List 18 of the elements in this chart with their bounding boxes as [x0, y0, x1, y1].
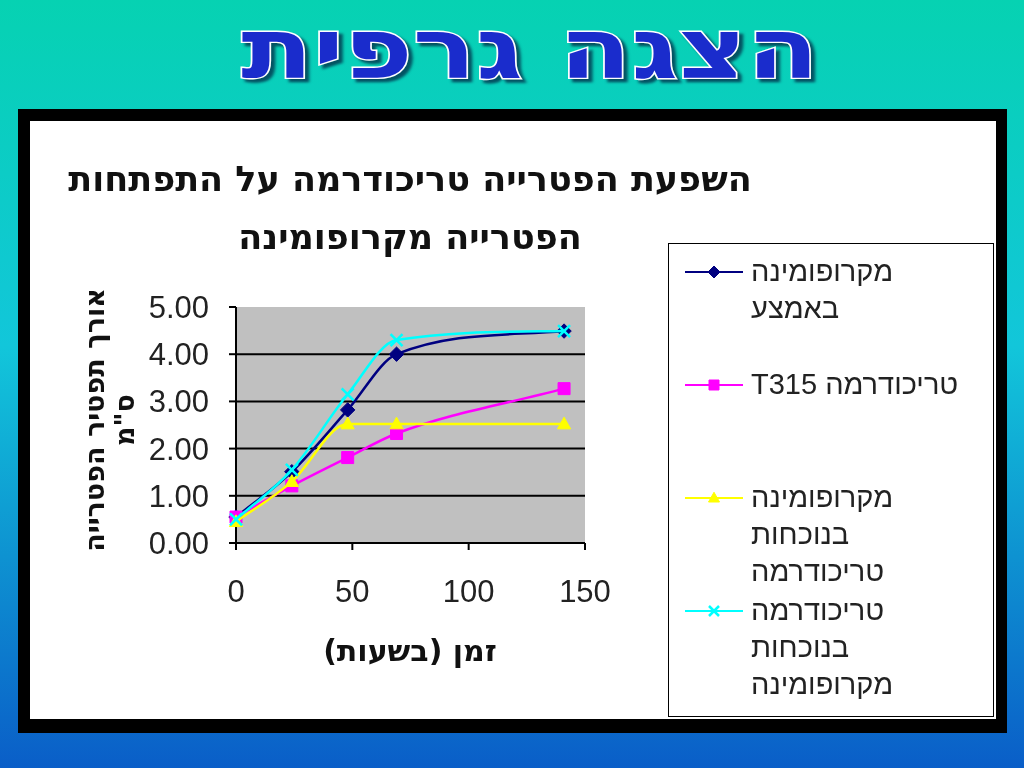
- y-tick-label: 2.00: [148, 431, 209, 467]
- x-tick-label: 150: [559, 574, 611, 609]
- y-tick-label: 4.00: [148, 337, 209, 373]
- y-tick-label: 1.00: [148, 478, 209, 514]
- legend-label: טריכודרמה T315: [751, 367, 959, 402]
- y-tick-label: 5.00: [148, 290, 209, 325]
- x-axis-title: זמן (בשעות): [322, 632, 498, 670]
- x-tick-label: 100: [442, 574, 495, 609]
- legend-label: מקרופומינה בנוכחות טריכודרמה: [751, 480, 895, 589]
- x-tick-label: 0: [227, 574, 245, 609]
- chart-title: השפעת הפטרייה טריכודרמה על התפתחות הפטרייה מקרופומינה: [68, 159, 752, 257]
- y-tick-label: 0.00: [148, 526, 209, 561]
- x-tick-label: 50: [335, 574, 370, 609]
- y-tick-label: 3.00: [148, 384, 209, 420]
- text: הצגה גרפית: [241, 0, 819, 98]
- y-axis-title: אורך תפטיר הפטרייה ס"מ: [78, 287, 140, 554]
- legend-label: מקרופומינה באמצע: [751, 254, 895, 326]
- legend-label: טריכודרמה בנוכחות מקרופומינה: [751, 593, 895, 702]
